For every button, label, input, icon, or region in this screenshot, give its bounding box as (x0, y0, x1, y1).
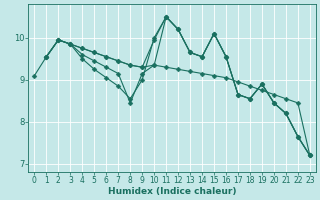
X-axis label: Humidex (Indice chaleur): Humidex (Indice chaleur) (108, 187, 236, 196)
